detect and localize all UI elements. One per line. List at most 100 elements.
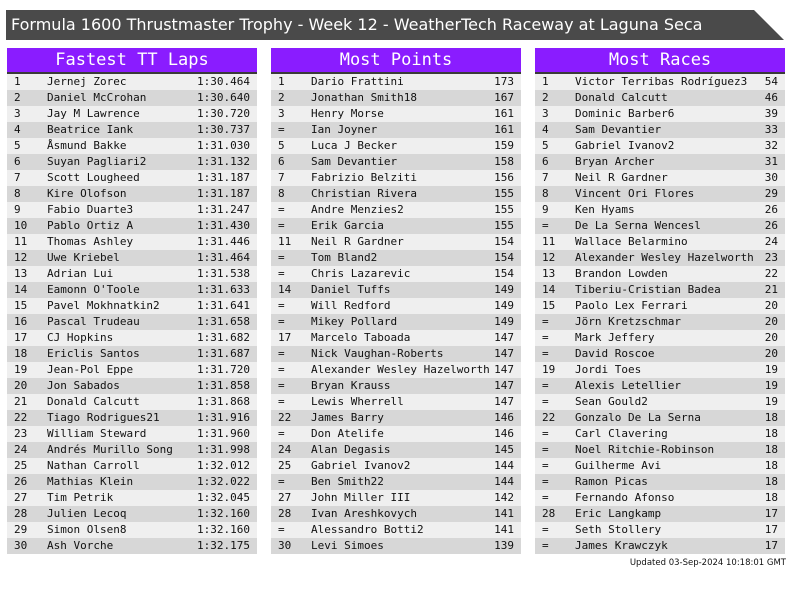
driver-name-cell: Beatrice Iank [47, 123, 134, 136]
position-cell: = [542, 459, 549, 472]
driver-name-cell: Ian Joyner [311, 123, 378, 136]
table-row: 7 Scott Lougheed 1:31.187 [7, 170, 257, 186]
driver-name-cell: David Roscoe [575, 347, 655, 360]
table-row: 10 Pablo Ortiz A 1:31.430 [7, 218, 257, 234]
table-row: 12 Alexander Wesley Hazelworth 23 [535, 250, 785, 266]
value-cell: 147 [494, 347, 514, 360]
value-cell: 159 [494, 139, 514, 152]
value-cell: 141 [494, 523, 514, 536]
position-cell: 1 [542, 75, 549, 88]
value-cell: 142 [494, 491, 514, 504]
table-row: 3 Jay M Lawrence 1:30.720 [7, 106, 257, 122]
position-cell: 19 [14, 363, 28, 376]
position-cell: 20 [14, 379, 28, 392]
table-row: 3 Dominic Barber6 39 [535, 106, 785, 122]
position-cell: 8 [278, 187, 285, 200]
value-cell: 141 [494, 507, 514, 520]
driver-name-cell: Jonathan Smith18 [311, 91, 417, 104]
value-cell: 139 [494, 539, 514, 552]
position-cell: 16 [14, 315, 28, 328]
value-cell: 18 [764, 475, 778, 488]
position-cell: 24 [278, 443, 292, 456]
position-cell: = [542, 347, 549, 360]
value-cell: 147 [494, 331, 514, 344]
position-cell: = [278, 267, 285, 280]
position-cell: 30 [14, 539, 28, 552]
table-row: 5 Gabriel Ivanov2 32 [535, 138, 785, 154]
position-cell: = [278, 379, 285, 392]
position-cell: = [278, 219, 285, 232]
driver-name-cell: Donald Calcutt [575, 91, 668, 104]
driver-name-cell: Scott Lougheed [47, 171, 140, 184]
value-cell: 155 [494, 203, 514, 216]
table-row: = Don Atelife 146 [271, 426, 521, 442]
driver-name-cell: James Barry [311, 411, 384, 424]
table-row: = Chris Lazarevic 154 [271, 266, 521, 282]
table-row: 28 Ivan Areshkovych 141 [271, 506, 521, 522]
table-row: 8 Vincent Ori Flores 29 [535, 186, 785, 202]
position-cell: 14 [14, 283, 28, 296]
driver-name-cell: Bryan Archer [575, 155, 655, 168]
value-cell: 154 [494, 267, 514, 280]
position-cell: = [278, 475, 285, 488]
position-cell: 15 [542, 299, 556, 312]
driver-name-cell: Jordi Toes [575, 363, 642, 376]
page-title: Formula 1600 Thrustmaster Trophy - Week … [6, 10, 784, 40]
value-cell: 54 [764, 75, 778, 88]
value-cell: 1:31.658 [197, 315, 250, 328]
table-row: 14 Tiberiu-Cristian Badea 21 [535, 282, 785, 298]
table-row: = James Krawczyk 17 [535, 538, 785, 554]
driver-name-cell: Alexander Wesley Hazelworth [575, 251, 754, 264]
table-row: = Alessandro Botti2 141 [271, 522, 521, 538]
position-cell: = [278, 203, 285, 216]
value-cell: 1:31.633 [197, 283, 250, 296]
driver-name-cell: Daniel McCrohan [47, 91, 147, 104]
value-cell: 1:31.916 [197, 411, 250, 424]
table-body: 1 Victor Terribas Rodríguez3 54 2 Donald Cal… [535, 74, 785, 554]
driver-name-cell: Jernej Zorec [47, 75, 127, 88]
value-cell: 1:31.641 [197, 299, 250, 312]
driver-name-cell: Jay M Lawrence [47, 107, 140, 120]
table-row: = Seth Stollery 17 [535, 522, 785, 538]
driver-name-cell: Uwe Kriebel [47, 251, 120, 264]
table-row: 11 Neil R Gardner 154 [271, 234, 521, 250]
driver-name-cell: Gabriel Ivanov2 [575, 139, 675, 152]
table-row: 3 Henry Morse 161 [271, 106, 521, 122]
table-row: 26 Mathias Klein 1:32.022 [7, 474, 257, 490]
position-cell: 7 [14, 171, 21, 184]
table-row: = Erik Garcia 155 [271, 218, 521, 234]
driver-name-cell: Will Redford [311, 299, 391, 312]
value-cell: 1:31.464 [197, 251, 250, 264]
driver-name-cell: Andre Menzies2 [311, 203, 404, 216]
value-cell: 173 [494, 75, 514, 88]
table-row: 27 Tim Petrik 1:32.045 [7, 490, 257, 506]
value-cell: 1:31.187 [197, 171, 250, 184]
table-row: = Tom Bland2 154 [271, 250, 521, 266]
value-cell: 17 [764, 507, 778, 520]
value-cell: 1:31.446 [197, 235, 250, 248]
value-cell: 18 [764, 459, 778, 472]
value-cell: 144 [494, 475, 514, 488]
table-row: = Ramon Picas 18 [535, 474, 785, 490]
value-cell: 1:31.687 [197, 347, 250, 360]
position-cell: 2 [14, 91, 21, 104]
value-cell: 155 [494, 219, 514, 232]
position-cell: = [542, 395, 549, 408]
driver-name-cell: Pablo Ortiz A [47, 219, 134, 232]
table-row: 24 Andrés Murillo Song 1:31.998 [7, 442, 257, 458]
driver-name-cell: Eric Langkamp [575, 507, 662, 520]
position-cell: 6 [278, 155, 285, 168]
table-row: 9 Ken Hyams 26 [535, 202, 785, 218]
value-cell: 1:32.175 [197, 539, 250, 552]
value-cell: 1:30.640 [197, 91, 250, 104]
position-cell: = [542, 475, 549, 488]
table-row: = Guilherme Avi 18 [535, 458, 785, 474]
position-cell: 23 [14, 427, 28, 440]
position-cell: = [278, 299, 285, 312]
position-cell: 13 [542, 267, 556, 280]
position-cell: = [542, 523, 549, 536]
position-cell: = [278, 347, 285, 360]
value-cell: 1:31.858 [197, 379, 250, 392]
value-cell: 20 [764, 299, 778, 312]
position-cell: 1 [14, 75, 21, 88]
